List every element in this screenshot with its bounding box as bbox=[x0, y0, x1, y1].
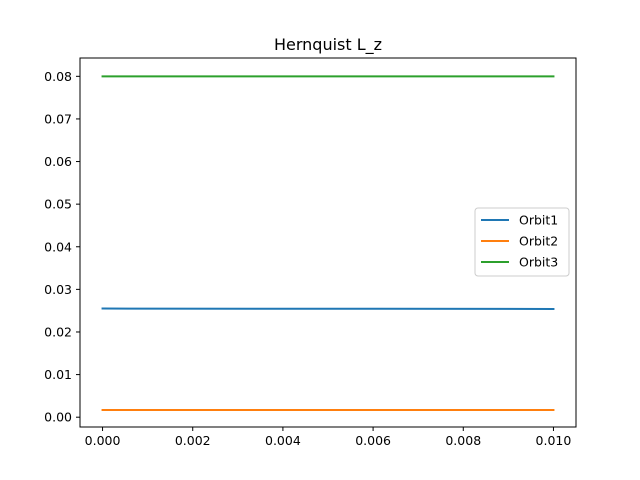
legend-label: Orbit2 bbox=[519, 234, 558, 249]
legend-label: Orbit3 bbox=[519, 255, 558, 270]
y-tick-label: 0.08 bbox=[44, 69, 72, 84]
legend-label: Orbit1 bbox=[519, 213, 558, 228]
y-tick-label: 0.02 bbox=[44, 324, 72, 339]
x-tick-label: 0.010 bbox=[536, 433, 572, 448]
chart-title: Hernquist L_z bbox=[274, 35, 382, 55]
plot-area bbox=[79, 57, 577, 428]
x-tick-label: 0.000 bbox=[85, 433, 121, 448]
y-tick-label: 0.06 bbox=[44, 154, 72, 169]
y-axis: 0.00 0.01 0.02 0.03 0.04 0.05 0.06 0.07 0.08 bbox=[44, 69, 80, 425]
axes-frame bbox=[79, 57, 577, 428]
x-tick-label: 0.006 bbox=[355, 433, 391, 448]
x-tick-label: 0.004 bbox=[265, 433, 301, 448]
x-tick-label: 0.002 bbox=[175, 433, 211, 448]
y-tick-label: 0.00 bbox=[44, 410, 72, 425]
x-axis: 0.000 0.002 0.004 0.006 0.008 0.010 bbox=[85, 427, 572, 448]
y-tick-label: 0.04 bbox=[44, 239, 72, 254]
legend: Orbit1 Orbit2 Orbit3 bbox=[474, 207, 570, 277]
x-tick-label: 0.008 bbox=[445, 433, 481, 448]
legend-box bbox=[474, 207, 570, 277]
series-group bbox=[101, 75, 555, 411]
y-tick-label: 0.03 bbox=[44, 282, 72, 297]
y-tick-label: 0.07 bbox=[44, 111, 72, 126]
y-tick-label: 0.05 bbox=[44, 197, 72, 212]
y-tick-label: 0.01 bbox=[44, 367, 72, 382]
